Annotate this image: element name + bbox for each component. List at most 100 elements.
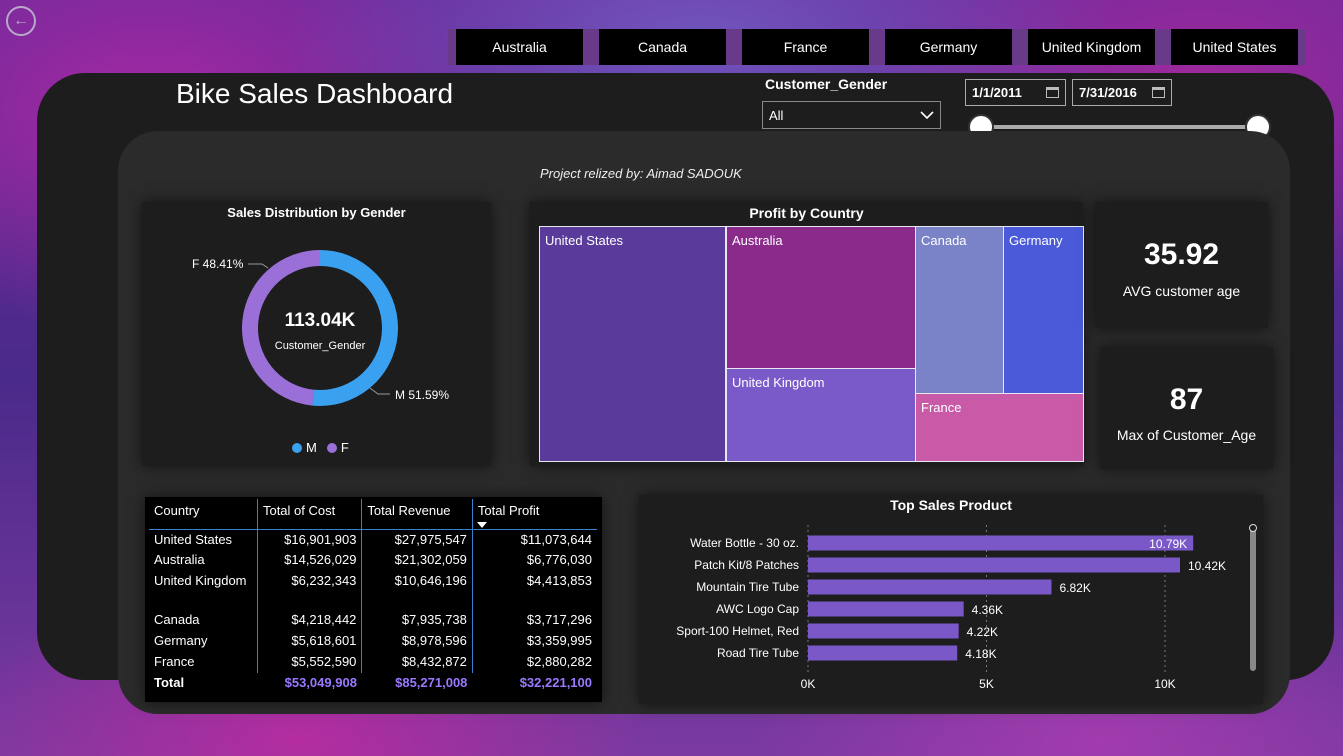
start-date-input[interactable]: 1/1/2011 <box>965 79 1066 106</box>
max-age-label: Max of Customer_Age <box>1116 427 1257 443</box>
bar-category-label: Mountain Tire Tube <box>696 580 799 594</box>
cell-revenue: $8,432,872 <box>361 652 473 673</box>
gender-filter-label: Customer_Gender <box>765 76 888 92</box>
bar-chart-title: Top Sales Product <box>890 497 1012 513</box>
country-label: France <box>742 29 869 65</box>
table-row[interactable]: Australia $14,526,029 $21,302,059 $6,776… <box>149 550 597 571</box>
table-row[interactable]: Canada $4,218,442 $7,935,738 $3,717,296 <box>149 610 597 631</box>
bar-category-label: Sport-100 Helmet, Red <box>676 624 799 638</box>
donut-title: Sales Distribution by Gender <box>227 205 406 220</box>
table-total-row: Total $53,049,908 $85,271,008 $32,221,10… <box>149 673 597 694</box>
start-date-value: 1/1/2011 <box>972 85 1022 100</box>
chart-scrollbar[interactable] <box>1250 528 1256 671</box>
cell-revenue: $7,935,738 <box>361 610 473 631</box>
cell-revenue: $21,302,059 <box>361 550 473 571</box>
bar[interactable] <box>808 535 1194 551</box>
cell-country: United States <box>154 531 233 547</box>
cell-profit: $4,413,853 <box>471 571 597 610</box>
donut-leader-m <box>369 387 390 395</box>
bar[interactable] <box>808 623 959 639</box>
bar-value-label: 4.22K <box>967 625 998 639</box>
cell-revenue: $10,646,196 <box>361 571 473 610</box>
cell-total-cost: $53,049,908 <box>284 675 357 690</box>
country-tile-germany[interactable]: Germany <box>877 29 1020 65</box>
donut-center-label: Customer_Gender <box>274 340 366 352</box>
back-arrow-icon[interactable]: ← <box>6 6 36 36</box>
country-label: United States <box>1171 29 1298 65</box>
col-header-revenue[interactable]: Total Revenue <box>361 499 473 530</box>
treemap-cell-australia[interactable]: Australia <box>726 226 916 369</box>
treemap-cell-germany[interactable]: Germany <box>1003 226 1084 394</box>
cell-cost: $6,232,343 <box>256 571 362 610</box>
top-products-card: Top Sales Product 0K 5K 10K Water Bottle - … <box>639 495 1263 704</box>
bar-value-label: 6.82K <box>1059 581 1090 595</box>
country-tile-united-states[interactable]: United States <box>1163 29 1306 65</box>
avg-age-value: 35.92 <box>1143 238 1220 271</box>
bar-value-label: 4.36K <box>972 603 1003 617</box>
cell-country: Germany <box>154 633 208 648</box>
cell-cost: $5,552,590 <box>256 652 362 673</box>
treemap-title: Profit by Country <box>749 205 864 221</box>
country-table-card: Country Total of Cost Total Revenue Tota… <box>145 497 602 702</box>
cell-profit: $11,073,644 <box>471 529 597 550</box>
cell-revenue: $8,978,596 <box>361 631 473 652</box>
country-label: Australia <box>456 29 583 65</box>
table-row[interactable]: Germany $5,618,601 $8,978,596 $3,359,995 <box>149 631 597 652</box>
country-tile-united-kingdom[interactable]: United Kingdom <box>1020 29 1163 65</box>
cell-cost: $5,618,601 <box>256 631 362 652</box>
col-header-cost[interactable]: Total of Cost <box>256 499 362 530</box>
cell-profit: $2,880,282 <box>471 652 597 673</box>
table-row[interactable]: United States $16,901,903 $27,975,547 $1… <box>149 529 597 550</box>
gender-dropdown[interactable]: All <box>762 101 941 129</box>
country-label: Germany <box>885 29 1012 65</box>
country-tile-australia[interactable]: Australia <box>448 29 591 65</box>
page-title: Bike Sales Dashboard <box>176 78 454 109</box>
max-age-value: 87 <box>1169 383 1204 416</box>
end-date-input[interactable]: 7/31/2016 <box>1072 79 1172 106</box>
col-header-profit[interactable]: Total Profit <box>471 499 597 530</box>
cell-cost: $4,218,442 <box>256 610 362 631</box>
scrollbar-handle[interactable] <box>1249 524 1257 532</box>
country-tile-france[interactable]: France <box>734 29 877 65</box>
cell-cost: $14,526,029 <box>256 550 362 571</box>
table-row[interactable]: France $5,552,590 $8,432,872 $2,880,282 <box>149 652 597 673</box>
treemap-cell-united-states[interactable]: United States <box>539 226 726 462</box>
bar-category-label: Patch Kit/8 Patches <box>694 558 799 572</box>
country-label: Canada <box>599 29 726 65</box>
calendar-icon[interactable] <box>1152 87 1165 98</box>
cell-total-profit: $32,221,100 <box>519 675 592 690</box>
country-table: Country Total of Cost Total Revenue Tota… <box>149 499 597 694</box>
cell-country: Canada <box>154 612 200 627</box>
cell-profit: $3,359,995 <box>471 631 597 652</box>
gender-dropdown-value: All <box>769 107 784 123</box>
treemap-cell-canada[interactable]: Canada <box>915 226 1004 394</box>
col-header-country[interactable]: Country <box>149 499 258 530</box>
country-tile-canada[interactable]: Canada <box>591 29 734 65</box>
table-row[interactable]: United Kingdom $6,232,343 $10,646,196 $4… <box>149 571 597 610</box>
sort-desc-icon <box>476 522 487 528</box>
bar[interactable] <box>808 645 958 661</box>
calendar-icon[interactable] <box>1046 87 1059 98</box>
cell-country: France <box>154 654 195 669</box>
country-slicer: Australia Canada France Germany United K… <box>448 29 1306 65</box>
cell-profit: $6,776,030 <box>471 550 597 571</box>
x-tick-label: 0K <box>801 677 816 691</box>
donut-center-value: 113.04K <box>284 310 356 331</box>
cell-country: United Kingdom <box>154 573 247 588</box>
donut-legend: M F <box>292 440 349 455</box>
donut-slice-f[interactable] <box>242 250 398 406</box>
bar[interactable] <box>808 579 1052 595</box>
bar-category-label: AWC Logo Cap <box>716 602 799 616</box>
date-range-track[interactable] <box>982 125 1258 129</box>
cell-total-revenue: $85,271,008 <box>395 675 468 690</box>
cell-country: Australia <box>154 552 205 567</box>
bar[interactable] <box>808 557 1180 573</box>
treemap-cell-france[interactable]: France <box>915 393 1084 462</box>
profit-treemap-card: Profit by Country United States Australi… <box>530 202 1084 466</box>
bar-category-label: Water Bottle - 30 oz. <box>690 536 799 550</box>
country-label: United Kingdom <box>1028 29 1155 65</box>
cell-revenue: $27,975,547 <box>361 529 473 550</box>
avg-age-card: 35.92 AVG customer age <box>1095 202 1268 328</box>
treemap-cell-united-kingdom[interactable]: United Kingdom <box>726 368 916 462</box>
bar[interactable] <box>808 601 964 617</box>
